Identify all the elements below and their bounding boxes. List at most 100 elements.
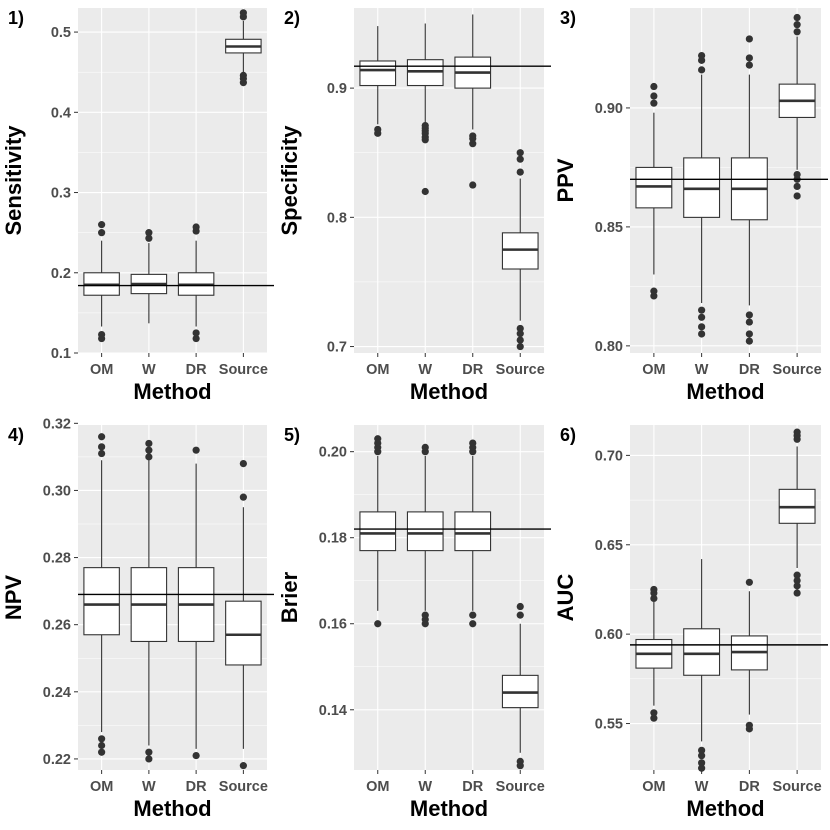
panel-4-y-tick-label: 0.24 [43,685,71,701]
outlier-point [793,21,801,29]
outlier-point [145,446,153,454]
panel-2-x-tick-label-om: OM [366,362,389,378]
outlier-point [650,99,658,107]
outlier-point [650,714,658,722]
outlier-point [698,51,706,60]
outlier-point [793,571,801,579]
outlier-point [145,748,153,756]
interquartile-box [359,60,397,87]
panel-6-y-tick-label: 0.65 [595,538,623,554]
panel-1-background [78,8,267,353]
panel-4-box-source [225,459,262,770]
outlier-point [745,330,753,338]
panel-2-x-tick-label-dr: DR [462,362,483,378]
panel-2-x-tick-label-source: Source [496,362,545,378]
outlier-point [374,435,382,443]
panel-2-box-om [359,26,397,137]
panel-1-box-dr [177,223,215,343]
outlier-point [192,223,200,231]
outlier-point [145,229,153,237]
outlier-point [650,92,658,100]
panel-6-x-tick-label-source: Source [773,779,822,795]
outlier-point [698,752,706,760]
interquartile-box [683,628,721,676]
panel-3-box-source [778,13,816,200]
panel-3-x-tick-label-w: W [695,362,709,378]
outlier-point [421,611,429,619]
panel-2-x-tick-label-w: W [418,362,432,378]
panel-6-y-tick-label: 0.60 [595,627,623,643]
panel-5-box-dr [454,439,492,628]
panel-4: 0.22 0.24 0.26 0.28 0.30 0.32 OM W DR Source Metho… [1,416,274,821]
panel-6-y-axis-title: AUC [553,574,578,622]
outlier-point [98,433,106,441]
outlier-point [469,140,477,148]
panel-3-x-axis-title: Method [686,379,764,404]
outlier-point [793,28,801,36]
panel-2-x-axis-title: Method [410,379,488,404]
outlier-point [145,755,153,763]
outlier-point [516,611,524,619]
outlier-point [745,35,753,43]
outlier-point [793,428,801,436]
panel-1-y-axis-title: Sensitivity [1,125,26,236]
outlier-point [421,443,429,451]
panel-4-box-w [130,439,168,763]
panel-4-box-dr [177,446,215,760]
outlier-point [374,125,382,134]
outlier-point [516,757,524,765]
panel-4-x-tick-label-source: Source [219,779,268,795]
panel-6: 0.55 0.60 0.65 0.70 OM W DR Source Method AUC 6) [553,425,828,821]
panel-6-background [630,425,821,770]
outlier-point [745,318,753,326]
panel-4-y-tick-label: 0.28 [43,551,71,567]
outlier-point [745,61,753,69]
panel-5-y-tick-label: 0.16 [319,617,347,633]
panel-2-box-source [501,149,539,351]
panel-6-box-dr [730,578,768,733]
outlier-point [698,323,706,331]
outlier-point [469,620,477,628]
panel-5-box-om [359,435,397,628]
panel-5-background [354,425,544,770]
panel-1-tag: 1) [8,8,24,28]
outlier-point [192,329,200,337]
outlier-point [745,578,753,586]
panel-6-box-source [778,428,816,597]
interquartile-box [83,567,120,636]
outlier-point [650,82,658,91]
outlier-point [98,221,106,229]
outlier-point [469,181,477,189]
panel-2-y-tick-label: 0.8 [327,210,347,226]
panel-3-box-dr [730,35,768,345]
panel-3-x-tick-label-source: Source [773,362,822,378]
outlier-point [98,748,106,756]
panel-5-x-tick-label-w: W [418,779,432,795]
outlier-point [745,337,753,345]
panel-2: 0.7 0.8 0.9 OM W DR Source Method Specificity 2) [277,8,551,404]
outlier-point [650,287,658,295]
outlier-point [239,71,247,79]
panel-3-y-tick-label: 0.80 [595,339,623,355]
panel-6-x-tick-label-w: W [695,779,709,795]
panel-2-box-w [406,23,444,196]
outlier-point [793,170,801,179]
outlier-point [516,155,524,163]
panel-5-x-tick-label-source: Source [496,779,545,795]
panel-4-y-tick-label: 0.30 [43,483,71,499]
panel-5-box-source [501,602,539,770]
panel-3: 0.80 0.85 0.90 OM W DR Source Method PPV 3) [553,8,828,404]
panel-2-box-dr [454,14,492,189]
outlier-point [516,342,524,351]
panel-4-x-tick-label-w: W [142,779,156,795]
outlier-point [192,334,200,343]
panel-1-y-tick-label: 0.5 [51,25,71,41]
panel-3-box-w [683,51,721,338]
interquartile-box [225,600,262,666]
panel-3-y-axis-title: PPV [553,158,578,202]
panel-2-background [354,8,544,353]
panel-6-tag: 6) [560,425,576,445]
outlier-point [516,330,524,338]
outlier-point [469,439,477,447]
